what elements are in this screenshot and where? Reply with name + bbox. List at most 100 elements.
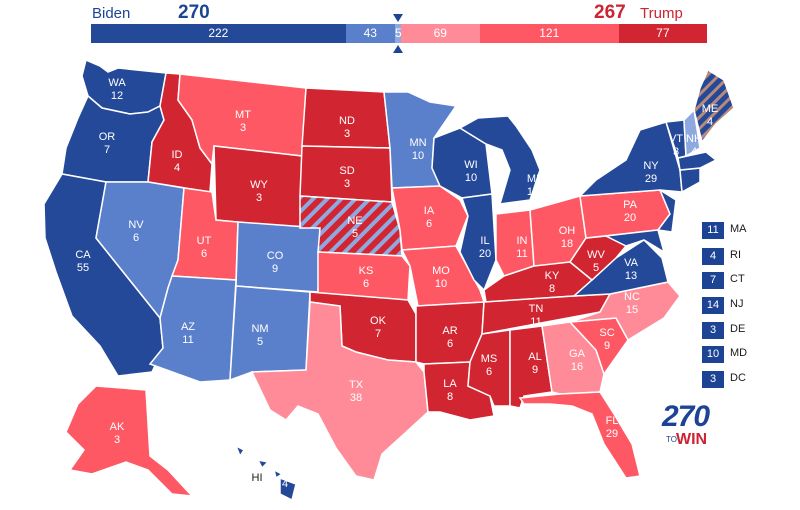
state-ma[interactable] (677, 151, 718, 171)
270-marker-top-icon (393, 14, 403, 22)
state-ev-ne: 5 (352, 228, 358, 240)
bar-segment: 222 (91, 24, 346, 43)
small-state-ev: 14 (702, 297, 724, 314)
small-state-abbr: CT (730, 273, 745, 285)
state-ev-az: 11 (182, 334, 193, 346)
state-label-il: IL (480, 235, 489, 247)
state-ev-mo: 10 (435, 278, 447, 290)
state-ev-la: 8 (447, 391, 453, 403)
state-ev-nv: 6 (133, 232, 139, 244)
state-ak[interactable] (65, 385, 194, 497)
small-state-ev: 10 (702, 346, 724, 363)
state-me[interactable] (693, 68, 735, 144)
state-ev-sc: 9 (604, 340, 610, 352)
state-label-ak: AK (110, 421, 125, 433)
state-label-mt: MT (235, 109, 251, 121)
state-ev-nd: 3 (344, 128, 350, 140)
state-ev-pa: 20 (624, 212, 636, 224)
state-label-al: AL (528, 351, 541, 363)
small-state-abbr: MA (730, 223, 747, 235)
state-ev-wi: 10 (465, 172, 477, 184)
state-ev-ak: 3 (114, 434, 120, 446)
state-label-ny: NY (643, 160, 659, 172)
state-nm[interactable] (229, 285, 311, 382)
biden-name: Biden (92, 5, 131, 22)
state-ev-ks: 6 (363, 278, 369, 290)
state-ev-va: 13 (625, 270, 637, 282)
state-ev-ar: 6 (447, 338, 453, 350)
state-label-va: VA (624, 257, 639, 269)
state-ev-me: 4 (707, 116, 713, 128)
state-ev-ga: 16 (571, 361, 583, 373)
state-label-nd: ND (339, 115, 355, 127)
state-label-wi: WI (464, 159, 477, 171)
state-label-ks: KS (359, 265, 374, 277)
state-label-in: IN (517, 235, 528, 247)
state-nj[interactable] (656, 188, 677, 233)
state-label-ia: IA (424, 205, 435, 217)
state-label-mi: MI (527, 173, 539, 185)
electoral-vote-bar: 222 43 5 69 121 77 (91, 24, 707, 43)
state-label-vt: VT (669, 133, 683, 145)
state-label-la: LA (443, 378, 457, 390)
state-ev-ca: 55 (77, 262, 89, 274)
state-label-nh: NH (686, 133, 702, 145)
state-ev-ok: 7 (375, 328, 381, 340)
state-label-ms: MS (481, 353, 498, 365)
state-ev-in: 11 (516, 248, 527, 260)
bar-segment: 77 (618, 24, 707, 43)
state-va[interactable] (571, 239, 669, 297)
state-label-mn: MN (409, 137, 426, 149)
state-label-me: ME (702, 103, 719, 115)
bar-segment: 69 (400, 24, 480, 43)
state-ev-ky: 8 (549, 283, 555, 295)
state-label-tn: TN (529, 303, 544, 315)
small-state-abbr: MD (730, 347, 748, 359)
state-ev-mn: 10 (412, 150, 424, 162)
state-ev-nc: 15 (626, 304, 638, 316)
state-ks[interactable] (317, 251, 411, 301)
state-ev-mt: 3 (240, 122, 246, 134)
small-state-abbr: RI (730, 249, 741, 261)
state-tx[interactable] (250, 301, 429, 481)
state-md[interactable] (603, 229, 666, 254)
bar-segment: 121 (479, 24, 619, 43)
state-ny[interactable] (578, 121, 683, 197)
state-il[interactable] (459, 193, 497, 292)
bar-segment: 5 (394, 24, 402, 43)
trump-total: 267 (594, 2, 626, 23)
state-label-ky: KY (545, 270, 560, 282)
state-fl[interactable] (518, 391, 641, 479)
state-ev-tn: 11 (530, 316, 541, 328)
state-ct[interactable] (679, 167, 701, 194)
tally-header: Biden 270 267 Trump (0, 0, 800, 24)
small-state-abbr: DE (730, 323, 746, 335)
state-in[interactable] (495, 209, 535, 277)
state-ev-tx: 38 (350, 392, 362, 404)
small-state-ev: 7 (702, 272, 724, 289)
state-label-az: AZ (181, 321, 195, 333)
state-label-ne: NE (347, 215, 362, 227)
state-label-oh: OH (559, 225, 576, 237)
270-marker-bottom-icon (393, 45, 403, 53)
state-label-sc: SC (599, 327, 614, 339)
state-label-sd: SD (339, 165, 354, 177)
state-nh[interactable] (683, 108, 701, 158)
bar-segment: 43 (345, 24, 395, 43)
small-state-ev: 4 (702, 248, 724, 265)
state-ev-oh: 18 (561, 238, 573, 250)
state-hi[interactable] (234, 444, 297, 502)
270towin-logo[interactable]: 270 TO WIN (662, 400, 722, 450)
small-state-abbr: DC (730, 372, 746, 384)
state-label-tx: TX (349, 379, 364, 391)
state-label-ar: AR (442, 325, 457, 337)
state-ev-ms: 6 (486, 366, 492, 378)
state-mi[interactable] (458, 115, 541, 205)
small-state-abbr: NJ (730, 298, 744, 310)
state-label-wy: WY (250, 179, 268, 191)
small-state-ev: 11 (702, 222, 724, 239)
state-ev-wy: 3 (256, 192, 262, 204)
state-mo[interactable] (400, 245, 486, 307)
state-label-fl: FL (606, 415, 619, 427)
